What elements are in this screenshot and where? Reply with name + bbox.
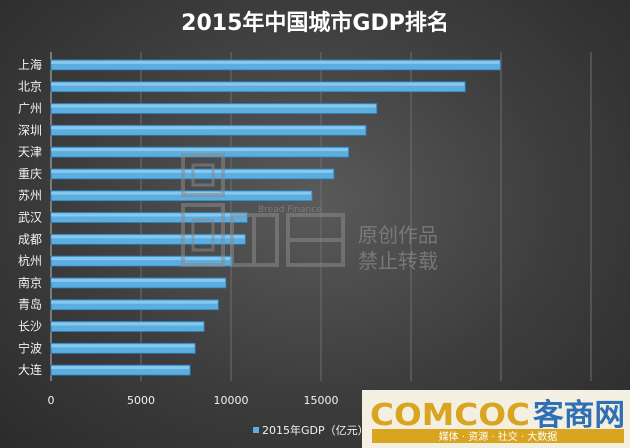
bar-highlight <box>51 82 465 86</box>
category-label: 长沙 <box>18 320 42 334</box>
bar-highlight <box>51 257 231 261</box>
bar <box>50 59 501 71</box>
bars <box>50 59 501 376</box>
bar <box>50 299 219 311</box>
bar-highlight <box>51 278 225 282</box>
watermark-line2: 禁止转载 <box>358 249 438 273</box>
x-tick-label: 15000 <box>304 394 339 407</box>
category-label: 广州 <box>18 102 42 116</box>
bar <box>50 212 248 223</box>
bar-highlight <box>51 344 195 348</box>
category-label: 宁波 <box>18 340 42 355</box>
watermark-line1: 原创作品 <box>358 223 438 247</box>
bar-highlight <box>51 126 366 130</box>
category-label: 苏州 <box>18 189 42 203</box>
watermark-brand: Bread Finance <box>258 205 322 215</box>
watermark-emblem-icon <box>181 153 345 267</box>
bar <box>50 81 466 93</box>
bar <box>50 364 191 376</box>
comcoc-logo: COMCOC 客商网 媒体 · 资源 · 社交 · 大数据 <box>362 390 630 448</box>
category-label: 青岛 <box>18 297 42 312</box>
bar <box>50 342 196 354</box>
category-label: 大连 <box>18 362 42 377</box>
category-label: 杭州 <box>18 253 42 268</box>
bar <box>50 321 205 332</box>
bar-highlight <box>51 235 245 239</box>
bar-highlight <box>51 366 190 370</box>
legend-label: 2015年GDP（亿元） <box>262 423 369 437</box>
legend-swatch <box>253 427 259 433</box>
logo-slogan: 媒体 · 资源 · 社交 · 大数据 <box>439 430 558 443</box>
category-label: 重庆 <box>18 167 42 181</box>
svg-text:COMCOC: COMCOC <box>370 398 530 433</box>
bar-highlight <box>51 322 204 326</box>
x-tick-label: 10000 <box>214 394 249 407</box>
legend: 2015年GDP（亿元） <box>253 423 369 437</box>
bar <box>50 146 350 158</box>
svg-text:客商网: 客商网 <box>533 398 625 433</box>
watermark: Bread Finance 原创作品 禁止转载 <box>181 153 438 273</box>
bar <box>50 233 246 245</box>
category-label: 南京 <box>18 275 42 290</box>
category-label: 深圳 <box>18 123 42 137</box>
category-label: 北京 <box>18 80 42 94</box>
x-tick-label: 5000 <box>127 394 155 407</box>
bar <box>50 277 227 289</box>
category-label: 天津 <box>18 145 42 159</box>
x-tick-label: 0 <box>48 394 55 407</box>
bar <box>50 124 367 136</box>
chart-title: 2015年中国城市GDP排名 <box>181 10 449 36</box>
bar-highlight <box>51 60 500 64</box>
bar-highlight <box>51 148 348 152</box>
bar-highlight <box>51 104 376 108</box>
bar <box>50 103 378 114</box>
bar-highlight <box>51 213 247 217</box>
category-label: 上海 <box>18 57 42 72</box>
category-label: 成都 <box>18 232 42 246</box>
bar-highlight <box>51 300 218 304</box>
category-label: 武汉 <box>18 211 42 225</box>
